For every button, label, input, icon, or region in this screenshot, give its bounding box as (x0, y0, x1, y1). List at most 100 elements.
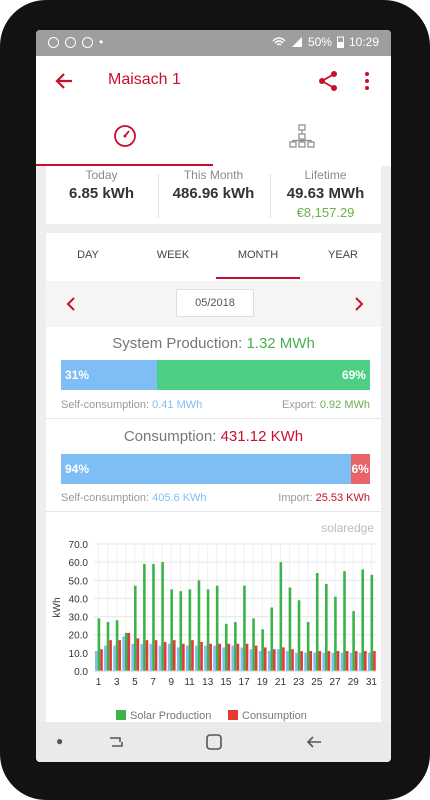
solar-production-bar (270, 607, 274, 671)
solar-production-bar (152, 563, 155, 671)
y-tick-label: 40.0 (69, 594, 89, 605)
more-options-icon[interactable] (362, 69, 372, 93)
back-arrow-icon[interactable] (52, 68, 78, 94)
legend-swatch (228, 710, 238, 720)
tab-layout[interactable] (214, 106, 391, 166)
tab-week[interactable]: WEEK (156, 249, 190, 261)
app-bar: Maisach 1 (36, 56, 391, 106)
self-consumption-bar (313, 652, 316, 671)
consumption-bar (336, 651, 340, 671)
home-icon[interactable] (204, 732, 224, 752)
self-consumption-bar (176, 647, 180, 671)
top-tabs (36, 106, 391, 166)
consumption-bar (273, 649, 276, 671)
tab-year[interactable]: YEAR (328, 249, 358, 261)
self-consumption-bar (240, 647, 244, 671)
signal-icon (291, 37, 302, 47)
nav-dot-icon[interactable]: ● (56, 734, 64, 748)
consumption-bar (318, 651, 322, 671)
solar-production-bar (161, 562, 164, 671)
self-consumption-bar (349, 652, 353, 671)
x-tick-label: 27 (330, 677, 342, 688)
self-consumption-bar (276, 649, 280, 671)
android-nav-bar: ● (36, 722, 391, 762)
self-consumption-bar (258, 651, 262, 671)
solar-production-bar (115, 620, 119, 671)
consumption-bar (254, 645, 258, 671)
y-tick-label: 70.0 (69, 540, 89, 551)
x-tick-label: 15 (220, 677, 232, 688)
self-consumption-bar (185, 645, 189, 671)
tab-month[interactable]: MONTH (237, 249, 279, 261)
y-tick-label: 0.0 (74, 667, 88, 678)
period-tabs: DAY WEEK MONTH YEAR (46, 233, 381, 279)
stat-value: 6.85 kWh (68, 185, 135, 202)
legend-swatch (116, 710, 126, 720)
screen: • 50% 10:29 Maisach 1 (36, 30, 391, 762)
x-tick-label: 5 (132, 677, 138, 688)
period-tab-indicator (216, 277, 300, 279)
solar-production-bar (279, 562, 283, 671)
stat-label: Today (85, 168, 118, 182)
value: 25.53 KWh (315, 492, 370, 504)
divider (270, 174, 271, 218)
consumption-bar (236, 643, 240, 671)
consumption-import-text: Import: 25.53 KWh (278, 492, 370, 504)
production-self-text: Self-consumption: 0.41 MWh (61, 399, 202, 411)
stat-lifetime: Lifetime 49.63 MWh €8,157.29 (270, 166, 381, 224)
self-consumption-segment: 31% (61, 360, 157, 390)
solar-production-bar (106, 622, 110, 671)
solar-production-bar (234, 622, 237, 671)
solar-production-bar (124, 632, 128, 671)
y-tick-label: 20.0 (69, 631, 89, 642)
self-consumption-bar (367, 652, 371, 671)
self-consumption-bar (340, 652, 344, 671)
divider (46, 418, 381, 419)
site-layout-icon (289, 124, 315, 148)
back-nav-icon[interactable] (304, 732, 324, 752)
recent-apps-icon[interactable] (106, 732, 126, 752)
consumption-bar (127, 632, 131, 671)
consumption-self-text: Self-consumption: 405.6 KWh (61, 492, 207, 504)
consumption-bar (282, 647, 285, 671)
x-tick-label: 7 (150, 677, 156, 688)
battery-icon (336, 36, 344, 48)
date-picker[interactable]: 05/2018 (176, 289, 254, 317)
x-tick-label: 9 (169, 677, 175, 688)
share-icon[interactable] (316, 69, 340, 93)
stat-value: 49.63 MWh (286, 185, 365, 202)
stat-this-month: This Month 486.96 kWh (158, 166, 269, 224)
status-bar: • 50% 10:29 (36, 30, 391, 56)
x-tick-label: 19 (257, 677, 269, 688)
self-consumption-bar (304, 652, 307, 671)
value: 405.6 KWh (152, 492, 207, 504)
self-consumption-bar (140, 643, 144, 671)
self-consumption-bar (249, 649, 253, 671)
solar-production-bar (315, 573, 319, 671)
consumption-bar (291, 649, 294, 671)
divider (158, 174, 159, 218)
tab-day[interactable]: DAY (77, 249, 99, 261)
consumption-bar (100, 649, 103, 671)
solar-production-bar (288, 587, 292, 671)
solar-production-bar (325, 583, 328, 671)
x-tick-label: 21 (275, 677, 287, 688)
self-consumption-bar (222, 647, 225, 671)
solar-production-bar (343, 571, 346, 671)
stat-label: Lifetime (304, 168, 347, 182)
y-tick-label: 10.0 (69, 649, 89, 660)
stat-revenue: €8,157.29 (296, 205, 355, 220)
x-tick-label: 31 (366, 677, 378, 688)
chevron-left-icon[interactable] (64, 295, 78, 313)
solar-production-bar (188, 589, 192, 671)
solar-production-bar (215, 585, 219, 671)
tab-dashboard[interactable] (36, 106, 213, 166)
chevron-right-icon[interactable] (352, 295, 366, 313)
self-consumption-bar (167, 643, 171, 671)
solar-production-bar (170, 589, 173, 671)
solar-production-bar (252, 618, 255, 671)
y-tick-label: 60.0 (69, 558, 89, 569)
label: Self-consumption: (61, 492, 150, 504)
solar-production-bar (206, 589, 210, 671)
consumption-bar (136, 638, 140, 671)
